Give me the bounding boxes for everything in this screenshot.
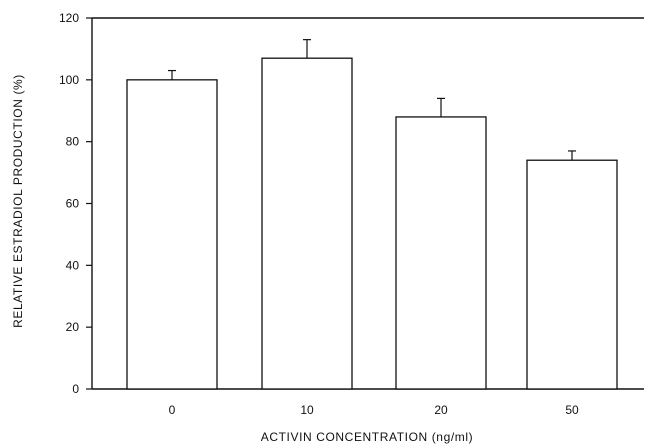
bars [126, 39, 618, 390]
x-tick-label: 10 [300, 403, 314, 417]
y-tick-label: 60 [66, 197, 80, 211]
bar-10 [261, 57, 353, 390]
x-axis-label: ACTIVIN CONCENTRATION (ng/ml) [261, 430, 474, 444]
x-axis-ticks: 0 10 20 50 [169, 403, 579, 417]
bar-20 [395, 116, 487, 390]
y-tick-label: 0 [72, 382, 79, 396]
y-tick-label: 120 [59, 11, 79, 25]
y-axis-label: RELATIVE ESTRADIOL PRODUCTION (%) [11, 74, 25, 328]
y-axis-ticks: 0 20 40 60 80 100 120 [59, 11, 92, 396]
y-tick-label: 20 [66, 320, 80, 334]
y-tick-label: 100 [59, 73, 79, 87]
x-tick-label: 50 [565, 403, 579, 417]
y-tick-label: 40 [66, 258, 80, 272]
bar-0 [126, 79, 218, 390]
y-tick-label: 80 [66, 135, 80, 149]
bar-50 [526, 159, 618, 390]
x-tick-label: 0 [169, 403, 176, 417]
x-tick-label: 20 [434, 403, 448, 417]
